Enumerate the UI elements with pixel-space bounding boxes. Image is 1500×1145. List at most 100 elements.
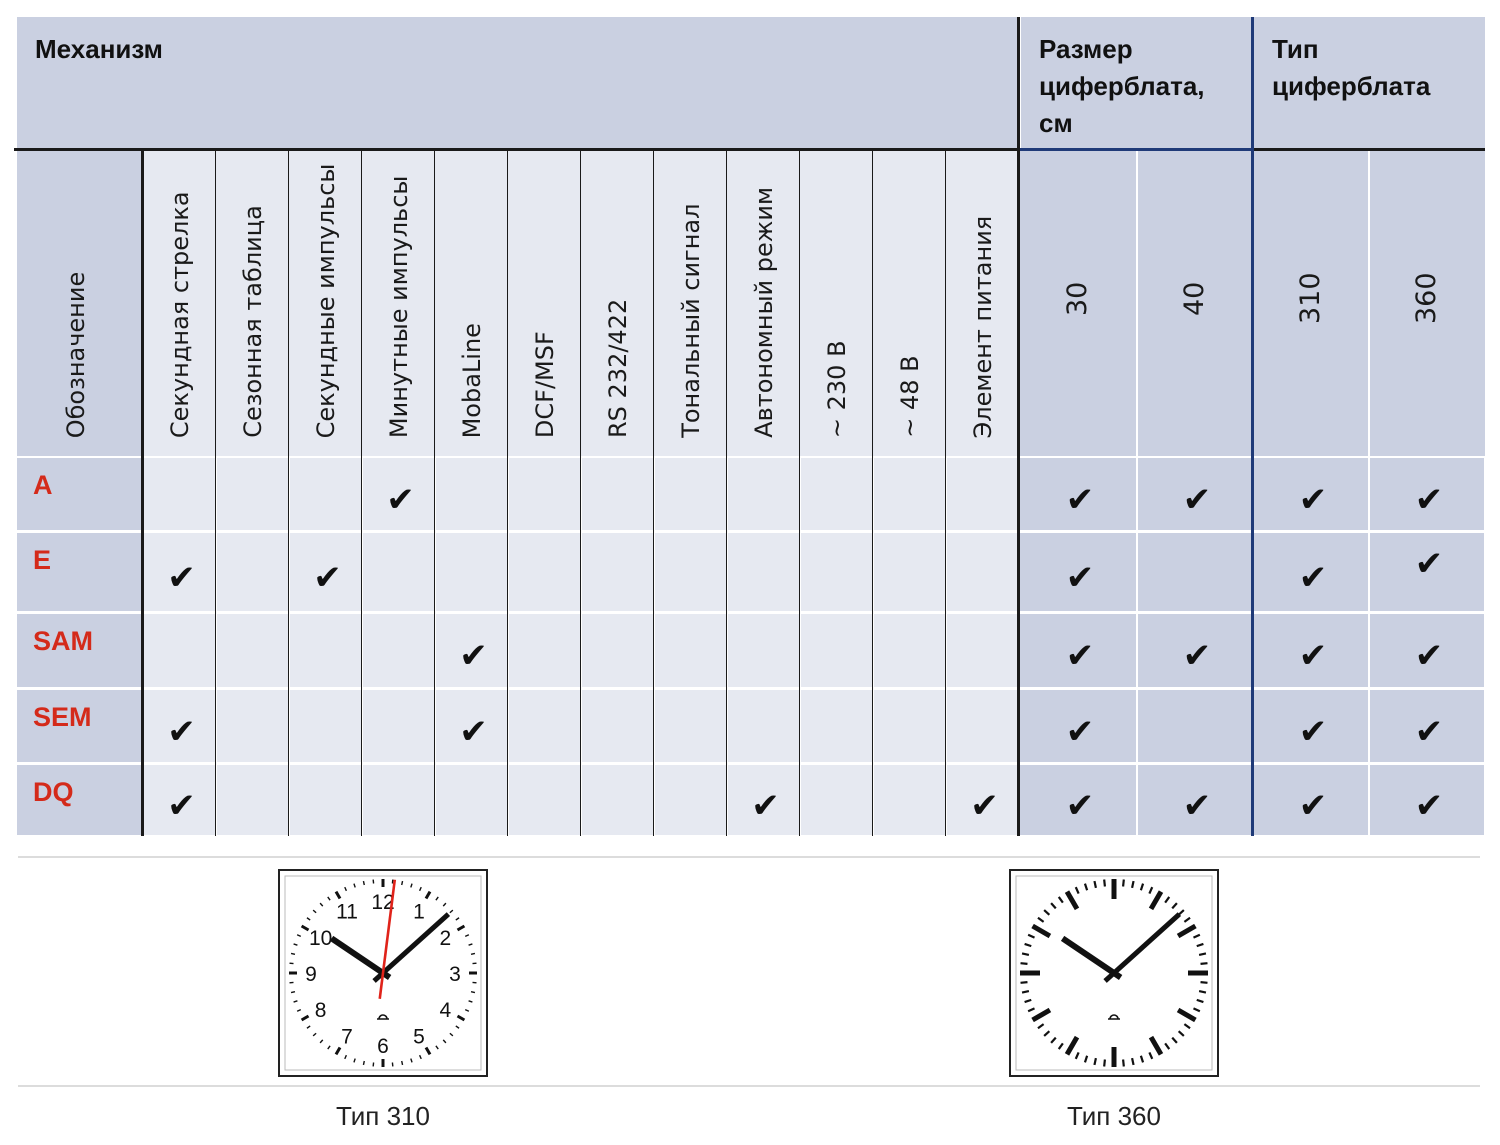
check-mark: ✔ — [1182, 785, 1212, 826]
clock-tick — [1198, 990, 1207, 994]
clock-tick — [1171, 902, 1178, 910]
clock-tick — [1148, 1052, 1154, 1060]
clock-tick — [1177, 909, 1185, 916]
table-cell — [874, 458, 945, 530]
column-header-label: 310 — [1295, 272, 1326, 324]
table-cell — [290, 458, 361, 530]
check-mark: ✔ — [386, 479, 415, 520]
column-header-cell — [1253, 149, 1369, 456]
check-mark: ✔ — [1414, 785, 1444, 826]
clock-tick — [435, 1045, 439, 1050]
column-header-label: Секундные импульсы — [311, 163, 340, 438]
clock-numeral: 2 — [440, 927, 452, 950]
check-mark: ✔ — [1065, 711, 1095, 752]
clock-tick — [362, 880, 365, 886]
clock-tick — [1064, 1035, 1080, 1056]
clock-tick — [306, 917, 311, 921]
check-mark: ✔ — [459, 711, 488, 752]
brand-logo — [377, 1014, 389, 1020]
table-cell — [582, 765, 653, 835]
column-header-cell — [508, 149, 581, 456]
table-cell — [1254, 614, 1368, 687]
clock-tick — [327, 1045, 331, 1050]
header-dial-size-line: см — [1039, 108, 1073, 138]
clock-tick — [1196, 942, 1204, 948]
clock-numeral: 4 — [440, 999, 452, 1022]
table-cell — [217, 533, 288, 611]
table-cell — [1254, 533, 1368, 611]
check-mark: ✔ — [459, 636, 488, 676]
column-header-label: 30 — [1062, 281, 1093, 316]
row-label-cell — [17, 765, 143, 835]
hour-hand-tail — [1112, 970, 1123, 980]
header-rule — [1019, 148, 1253, 151]
clock-tick — [1031, 923, 1052, 939]
clock-tick — [1122, 1059, 1125, 1067]
minute-hand — [1103, 912, 1182, 983]
table-cell — [655, 690, 726, 762]
clock-tick — [296, 1008, 302, 1012]
table-cell — [1370, 533, 1484, 611]
separator — [18, 1085, 1480, 1087]
table-cell — [144, 533, 215, 611]
clock-type-360 — [1009, 869, 1219, 1081]
table-cell — [1138, 533, 1252, 611]
check-mark: ✔ — [1298, 479, 1328, 520]
column-header-label: Тональный сигнал — [676, 203, 705, 438]
header-rule — [14, 148, 1020, 151]
clock-tick — [1139, 883, 1145, 891]
header-dial-size-line: циферблата, — [1039, 71, 1205, 101]
table-cell — [801, 533, 872, 611]
clock-tick — [442, 1039, 447, 1044]
clock-tick — [1074, 1052, 1080, 1060]
clock-tick — [470, 991, 476, 994]
check-mark: ✔ — [1065, 785, 1095, 826]
clock-tick — [293, 1000, 298, 1003]
table-cell — [1138, 765, 1252, 835]
column-header-label: Минутные импульсы — [384, 175, 413, 438]
column-header-cell — [362, 149, 435, 456]
clock-tick — [362, 1060, 365, 1066]
header-mechanism-label: Механизм — [35, 34, 163, 64]
header-dial-type-line: Тип — [1272, 34, 1319, 64]
clock-tick — [1177, 1030, 1185, 1037]
check-mark: ✔ — [167, 785, 196, 826]
check-mark: ✔ — [1182, 636, 1212, 676]
check-mark: ✔ — [1065, 557, 1095, 598]
clock-tick — [1131, 880, 1135, 889]
clock-frame-inner — [284, 875, 482, 1071]
clock-tick — [1198, 952, 1207, 956]
clock-numeral: 6 — [377, 1035, 389, 1058]
column-header-label: Автономный режим — [749, 187, 778, 438]
clock-numeral: 3 — [449, 963, 461, 986]
clock-tick — [1037, 1023, 1045, 1030]
table-cell — [801, 690, 872, 762]
table-cell — [582, 614, 653, 687]
clock-tick — [1164, 896, 1171, 904]
clock-tick — [1021, 990, 1030, 994]
table-cell — [144, 614, 215, 687]
column-header-cell — [581, 149, 654, 456]
clock-tick — [1074, 886, 1080, 894]
check-mark: ✔ — [1414, 711, 1444, 752]
clock-tick — [319, 902, 324, 907]
clock-tick — [464, 1008, 470, 1012]
header-dial-size-line: Размер — [1039, 34, 1133, 64]
table-cell — [509, 765, 580, 835]
clock-tick — [293, 943, 298, 946]
check-mark: ✔ — [1298, 557, 1328, 598]
column-header-label: Обозначение — [62, 271, 90, 438]
table-cell — [1254, 690, 1368, 762]
clock-tick — [1171, 1036, 1178, 1044]
clock-tick — [296, 934, 302, 938]
check-mark: ✔ — [1298, 636, 1328, 676]
check-mark: ✔ — [313, 557, 342, 598]
table-cell — [582, 458, 653, 530]
clock-tick — [464, 934, 470, 938]
clock-tick — [1064, 890, 1080, 911]
table-cell — [874, 690, 945, 762]
table-cell — [1138, 690, 1252, 762]
table-cell — [1138, 458, 1252, 530]
table-cell — [728, 765, 799, 835]
clock-tick — [1122, 879, 1125, 887]
